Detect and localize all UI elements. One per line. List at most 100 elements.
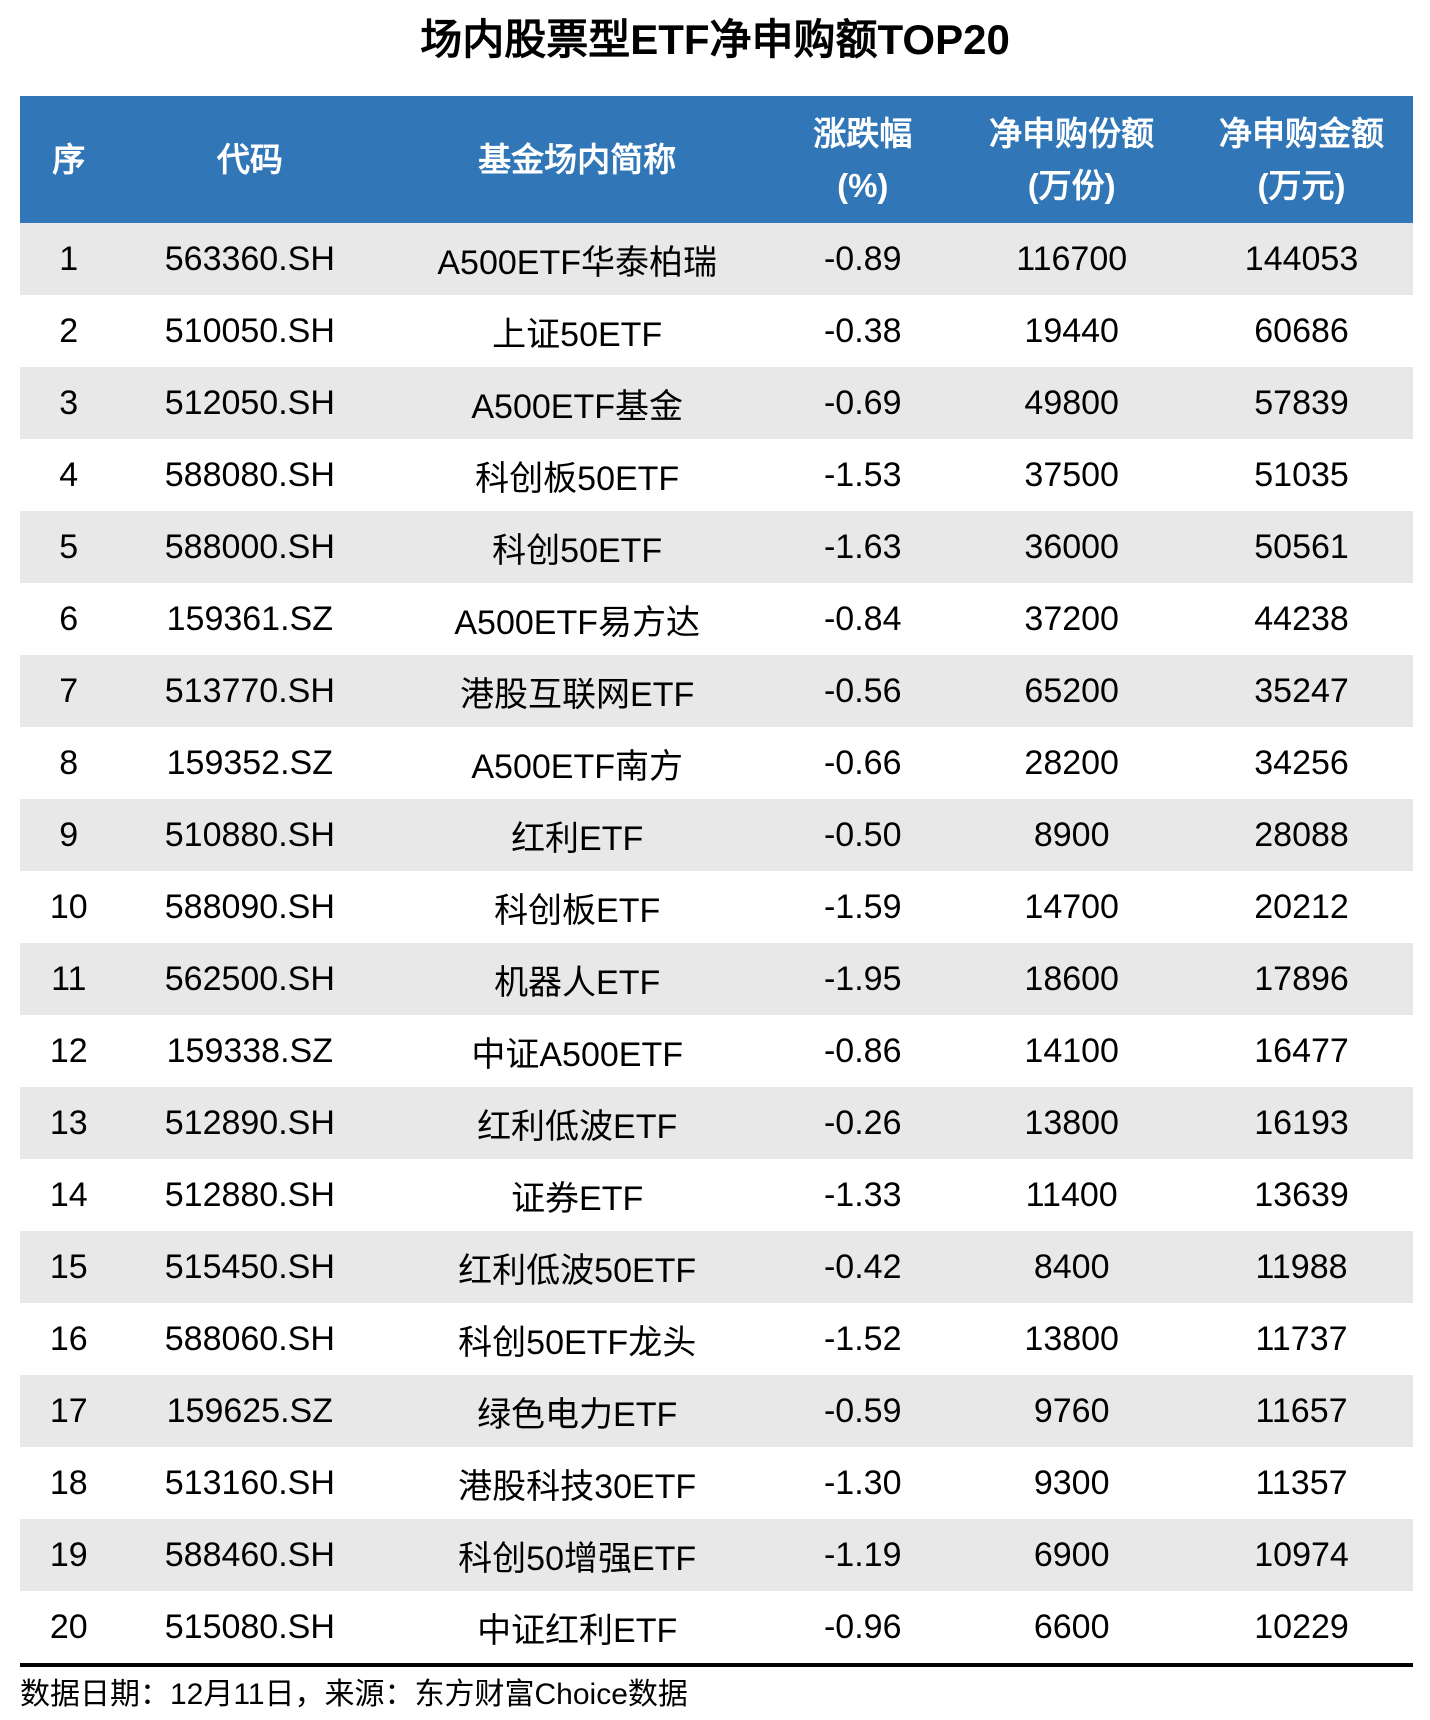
etf-top20-table: 序代码 基金场内简称 涨跌幅 (%) 净申购份额 (万份) 净申购金额 (万元) 1 56336… (20, 96, 1413, 1663)
cell-net-amount: 57839 (1190, 367, 1413, 439)
table-row: 1 563360.SH A500ETF华泰柏瑞 -0.89 116700 144053 (20, 223, 1413, 295)
cell-net-shares: 37200 (953, 583, 1191, 655)
cell-name: 红利ETF (382, 799, 773, 871)
cell-code: 510880.SH (117, 799, 383, 871)
cell-net-amount: 10974 (1190, 1519, 1413, 1591)
cell-net-amount: 60686 (1190, 295, 1413, 367)
table-header: 序 代码 基金场内简称 涨跌幅 (%) 净申购份额 (万份) 净申购金额 (万元) (20, 96, 1413, 223)
table-row: 11 562500.SH 机器人ETF -1.95 18600 17896 (20, 943, 1413, 1015)
cell-code: 588060.SH (117, 1303, 383, 1375)
cell-name: A500ETF南方 (382, 727, 773, 799)
cell-code: 588090.SH (117, 871, 383, 943)
cell-net-amount: 16477 (1190, 1015, 1413, 1087)
cell-change-pct: -0.50 (772, 799, 954, 871)
cell-seq: 9 (20, 799, 118, 871)
cell-net-amount: 11988 (1190, 1231, 1413, 1303)
cell-name: 上证50ETF (382, 295, 773, 367)
column-header-net-shares: 净申购份额 (万份) (953, 96, 1191, 223)
cell-change-pct: -1.52 (772, 1303, 954, 1375)
cell-name: 红利低波50ETF (382, 1231, 773, 1303)
page-title: 场内股票型ETF净申购额TOP20 (420, 16, 1010, 63)
cell-seq: 5 (20, 511, 118, 583)
cell-seq: 20 (20, 1591, 118, 1663)
cell-code: 588080.SH (117, 439, 383, 511)
cell-net-shares: 14700 (953, 871, 1191, 943)
cell-net-shares: 18600 (953, 943, 1191, 1015)
table-row: 5 588000.SH 科创50ETF -1.63 36000 50561 (20, 511, 1413, 583)
cell-code: 588000.SH (117, 511, 383, 583)
table-row: 6 159361.SZ A500ETF易方达 -0.84 37200 44238 (20, 583, 1413, 655)
cell-change-pct: -1.53 (772, 439, 954, 511)
cell-net-amount: 13639 (1190, 1159, 1413, 1231)
cell-net-amount: 44238 (1190, 583, 1413, 655)
cell-seq: 8 (20, 727, 118, 799)
cell-seq: 13 (20, 1087, 118, 1159)
cell-change-pct: -0.86 (772, 1015, 954, 1087)
cell-change-pct: -0.56 (772, 655, 954, 727)
column-header-line: (万份) (1027, 166, 1116, 204)
cell-code: 515450.SH (117, 1231, 383, 1303)
cell-net-shares: 28200 (953, 727, 1191, 799)
cell-code: 159338.SZ (117, 1015, 383, 1087)
cell-code: 515080.SH (117, 1591, 383, 1663)
cell-net-shares: 8900 (953, 799, 1191, 871)
table-row: 20 515080.SH 中证红利ETF -0.96 6600 10229 (20, 1591, 1413, 1663)
cell-net-amount: 50561 (1190, 511, 1413, 583)
cell-change-pct: -0.66 (772, 727, 954, 799)
table-row: 9 510880.SH 红利ETF -0.50 8900 28088 (20, 799, 1413, 871)
cell-net-shares: 49800 (953, 367, 1191, 439)
cell-name: 证券ETF (382, 1159, 773, 1231)
cell-change-pct: -1.19 (772, 1519, 954, 1591)
column-header-line: 代码 (216, 140, 283, 178)
table-row: 13 512890.SH 红利低波ETF -0.26 13800 16193 (20, 1087, 1413, 1159)
cell-change-pct: -0.69 (772, 367, 954, 439)
cell-net-shares: 13800 (953, 1303, 1191, 1375)
cell-code: 588460.SH (117, 1519, 383, 1591)
cell-net-amount: 28088 (1190, 799, 1413, 871)
cell-net-amount: 11657 (1190, 1375, 1413, 1447)
cell-code: 512890.SH (117, 1087, 383, 1159)
table-body: 1 563360.SH A500ETF华泰柏瑞 -0.89 116700 144053 2 5… (20, 223, 1413, 1663)
cell-code: 513160.SH (117, 1447, 383, 1519)
cell-net-amount: 11737 (1190, 1303, 1413, 1375)
cell-name: 绿色电力ETF (382, 1375, 773, 1447)
table-row: 12 159338.SZ 中证A500ETF -0.86 14100 16477 (20, 1015, 1413, 1087)
cell-name: 红利低波ETF (382, 1087, 773, 1159)
cell-net-amount: 144053 (1190, 223, 1413, 295)
cell-net-amount: 35247 (1190, 655, 1413, 727)
cell-net-amount: 34256 (1190, 727, 1413, 799)
cell-name: A500ETF华泰柏瑞 (382, 223, 773, 295)
cell-seq: 15 (20, 1231, 118, 1303)
cell-seq: 14 (20, 1159, 118, 1231)
column-header-code: 代码 (117, 96, 383, 223)
cell-seq: 10 (20, 871, 118, 943)
cell-change-pct: -1.95 (772, 943, 954, 1015)
cell-name: 科创50增强ETF (382, 1519, 773, 1591)
cell-name: 科创50ETF (382, 511, 773, 583)
table-row: 10 588090.SH 科创板ETF -1.59 14700 20212 (20, 871, 1413, 943)
cell-name: 中证红利ETF (382, 1591, 773, 1663)
column-header-name: 基金场内简称 (382, 96, 773, 223)
cell-change-pct: -0.26 (772, 1087, 954, 1159)
cell-code: 159352.SZ (117, 727, 383, 799)
cell-name: 港股互联网ETF (382, 655, 773, 727)
cell-net-shares: 8400 (953, 1231, 1191, 1303)
cell-change-pct: -0.42 (772, 1231, 954, 1303)
table-row: 14 512880.SH 证券ETF -1.33 11400 13639 (20, 1159, 1413, 1231)
cell-net-shares: 19440 (953, 295, 1191, 367)
cell-change-pct: -1.63 (772, 511, 954, 583)
cell-code: 562500.SH (117, 943, 383, 1015)
table-row: 17 159625.SZ 绿色电力ETF -0.59 9760 11657 (20, 1375, 1413, 1447)
table-row: 2 510050.SH 上证50ETF -0.38 19440 60686 (20, 295, 1413, 367)
cell-change-pct: -1.33 (772, 1159, 954, 1231)
table-header-row: 序 代码 基金场内简称 涨跌幅 (%) 净申购份额 (万份) 净申购金额 (万元) (20, 96, 1413, 223)
data-source-note: 数据日期：12月11日，来源：东方财富Choice数据 (20, 1678, 688, 1711)
cell-net-amount: 51035 (1190, 439, 1413, 511)
column-header-line: 涨跌幅 (813, 115, 913, 153)
cell-seq: 2 (20, 295, 118, 367)
cell-seq: 19 (20, 1519, 118, 1591)
cell-name: 科创板ETF (382, 871, 773, 943)
cell-seq: 6 (20, 583, 118, 655)
table-row: 18 513160.SH 港股科技30ETF -1.30 9300 11357 (20, 1447, 1413, 1519)
cell-net-shares: 6900 (953, 1519, 1191, 1591)
